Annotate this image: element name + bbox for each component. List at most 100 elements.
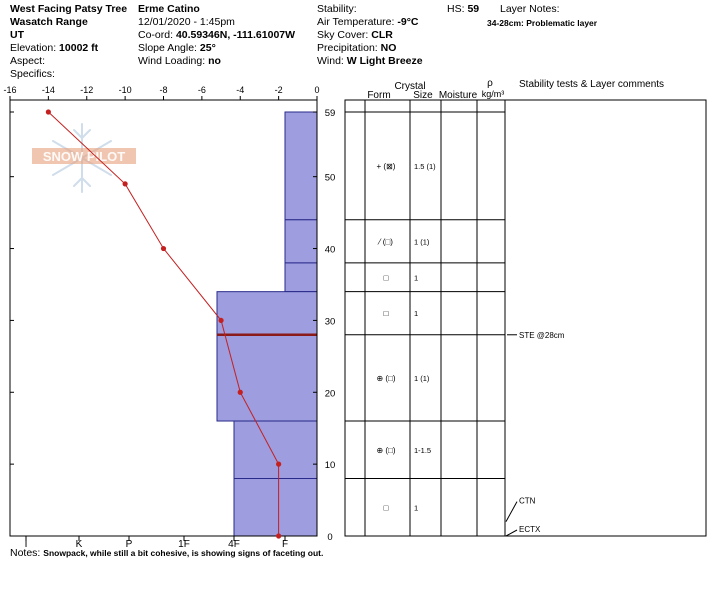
temperature-profile [45, 109, 282, 539]
hardness-bar [284, 219, 318, 264]
notes-label: Notes: [10, 547, 41, 559]
air-temp-label: Air Temperature: [317, 16, 395, 28]
stability-test-label: STE @28cm [519, 331, 565, 340]
sky-row: Sky Cover: CLR [317, 29, 393, 41]
hs-label: HS: [447, 3, 465, 15]
air-temp-value: -9°C [397, 16, 419, 28]
height-tick-label: 59 [325, 108, 336, 119]
col-stability-title: Stability tests & Layer comments [519, 79, 664, 90]
range-name: Wasatch Range [10, 16, 88, 28]
temp-tick-label: -6 [198, 85, 206, 95]
col-form: Form [367, 90, 390, 101]
stability-pointer [505, 529, 518, 537]
temperature-point [160, 245, 167, 252]
wind-loading-label: Wind Loading: [138, 55, 206, 67]
hardness-bar [233, 478, 318, 537]
height-tick-label: 10 [325, 460, 336, 471]
col-size: Size [413, 90, 433, 101]
slope-row: Slope Angle: 25° [138, 42, 216, 54]
aspect-label: Aspect: [10, 55, 46, 67]
elevation-label: Elevation: [10, 42, 57, 54]
layer-grain-size: 1 [414, 273, 418, 282]
hardness-tick-label: I [25, 539, 28, 550]
hardness-tick-label: 1F [178, 539, 190, 550]
temperature-point [45, 109, 51, 115]
chart-axes: -16 -14 -12 -10 -8 -6 -4 -2 0 0 10 20 30 40 50 59 I K P 1F 4… [3, 85, 335, 550]
layer-rows: + (⊠) 1.5 (1) ⁄ (□) 1 (1) □ 1 □ 1 ⊕ (□) 1 (1) ⊕ (□… [345, 111, 505, 512]
height-tick-label: 30 [325, 316, 336, 327]
logo-banner [32, 148, 136, 164]
notes-text: Snowpack, while still a bit cohesive, is… [43, 548, 324, 558]
height-tick-label: 50 [325, 173, 336, 184]
temperature-point [237, 389, 243, 395]
temp-tick-label: -16 [3, 85, 16, 95]
temp-tick-label: -4 [236, 85, 244, 95]
hardness-bar [216, 334, 318, 422]
elevation-row: Elevation: 10002 ft [10, 42, 98, 54]
hardness-tick-label: P [126, 539, 133, 550]
hardness-tick-label: K [76, 539, 83, 550]
coord-row: Co-ord: 40.59346N, -111.61007W [138, 29, 295, 41]
layer-grain-form: + (⊠) [377, 162, 396, 171]
stability-test-label: ECTX [519, 525, 541, 534]
hardness-bar [216, 291, 318, 336]
temp-tick-label: 0 [314, 85, 319, 95]
wind-row: Wind: W Light Breeze [317, 55, 423, 67]
layer-grain-form: ⊕ (□) [376, 446, 395, 455]
temp-tick-label: -14 [42, 85, 55, 95]
col-crystal: Crystal [394, 81, 425, 92]
coord-label: Co-ord: [138, 29, 174, 41]
specifics-label: Specifics: [10, 68, 55, 80]
sky-value: CLR [371, 29, 393, 41]
notes-row: Notes: Snowpack, while still a bit cohes… [10, 547, 323, 559]
wind-loading-value: no [208, 55, 221, 67]
slope-value: 25° [199, 42, 216, 54]
hardness-tick-label: F [282, 539, 288, 550]
hardness-bars [216, 111, 318, 537]
layer-note: 34-28cm: Problematic layer [487, 18, 598, 28]
precip-value: NO [380, 42, 397, 54]
temp-tick-label: -10 [119, 85, 132, 95]
stability-tests: STE @28cm CTN ECTX [505, 331, 565, 537]
layer-notes-label: Layer Notes: [500, 3, 560, 15]
temperature-point [122, 181, 128, 187]
layer-grain-size: 1 [414, 309, 418, 318]
wind-label: Wind: [317, 55, 344, 67]
height-tick-label: 40 [325, 245, 336, 256]
col-density-unit: kg/m³ [482, 89, 505, 99]
temperature-point [276, 533, 282, 539]
layer-grain-size: 1-1.5 [414, 446, 431, 455]
location-name: West Facing Patsy Tree [10, 3, 128, 15]
height-tick-label: 20 [325, 388, 336, 399]
temp-tick-label: -8 [159, 85, 167, 95]
wind-loading-row: Wind Loading: no [138, 55, 221, 67]
air-temp-row: Air Temperature: -9°C [317, 16, 418, 28]
state-name: UT [10, 29, 24, 41]
elevation-value: 10002 ft [59, 42, 99, 54]
hs-row: HS: 59 [447, 3, 479, 15]
hardness-bar [233, 420, 318, 480]
datetime: 12/01/2020 - 1:45pm [138, 16, 235, 28]
observer-name: Erme Catino [138, 3, 200, 15]
hs-value: 59 [467, 3, 480, 15]
coord-value: 40.59346N, -111.61007W [175, 29, 296, 41]
layer-grain-form: □ [384, 273, 389, 282]
precip-row: Precipitation: NO [317, 42, 396, 54]
layer-grain-form: □ [384, 309, 389, 318]
col-rho: ρ [487, 78, 493, 89]
layer-table [344, 99, 707, 537]
layer-grain-size: 1 (1) [414, 374, 430, 383]
temp-tick-label: -2 [275, 85, 283, 95]
layer-grain-form: ⁄ (□) [377, 237, 393, 246]
layer-grain-form: □ [384, 503, 389, 512]
stability-label: Stability: [317, 3, 357, 15]
layer-grain-size: 1 (1) [414, 237, 430, 246]
slope-label: Slope Angle: [138, 42, 197, 54]
hardness-bar [284, 262, 318, 293]
stability-test-label: CTN [519, 497, 536, 506]
temperature-point [218, 317, 224, 324]
layer-grain-form: ⊕ (□) [376, 374, 395, 383]
precip-label: Precipitation: [317, 42, 378, 54]
stability-pointer [505, 501, 518, 522]
